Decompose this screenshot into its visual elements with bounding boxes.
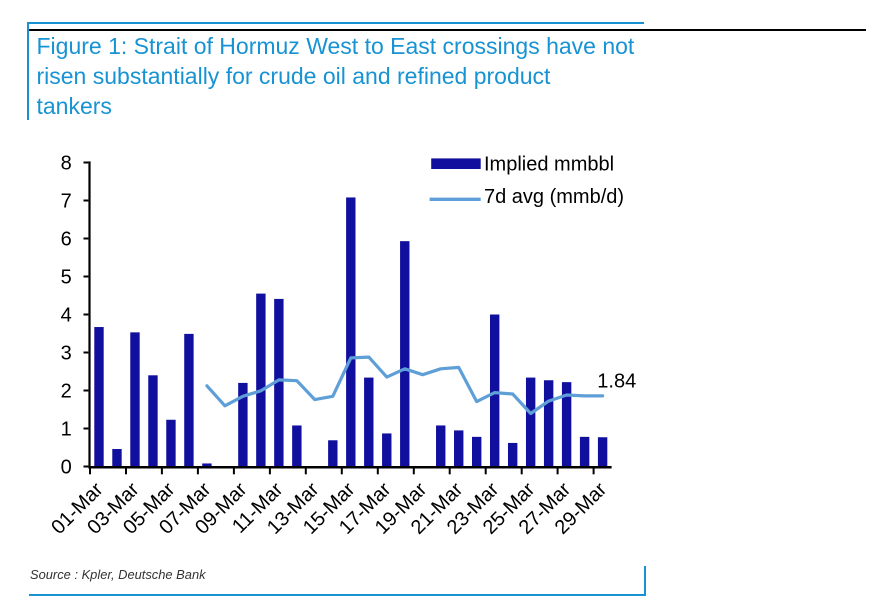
svg-text:1.84: 1.84 bbox=[597, 370, 636, 392]
svg-text:0: 0 bbox=[61, 457, 72, 479]
svg-text:2: 2 bbox=[61, 381, 72, 403]
svg-text:5: 5 bbox=[61, 267, 72, 289]
svg-text:4: 4 bbox=[61, 305, 72, 327]
svg-text:1: 1 bbox=[61, 419, 72, 441]
svg-text:Implied mmbbl: Implied mmbbl bbox=[484, 154, 614, 176]
svg-text:8: 8 bbox=[61, 153, 72, 175]
svg-text:7: 7 bbox=[61, 191, 72, 213]
svg-text:Source : Kpler, Deutsche Bank: Source : Kpler, Deutsche Bank bbox=[30, 567, 206, 582]
svg-text:7d avg (mmb/d): 7d avg (mmb/d) bbox=[484, 186, 624, 208]
svg-text:3: 3 bbox=[61, 343, 72, 365]
svg-text:6: 6 bbox=[61, 229, 72, 251]
